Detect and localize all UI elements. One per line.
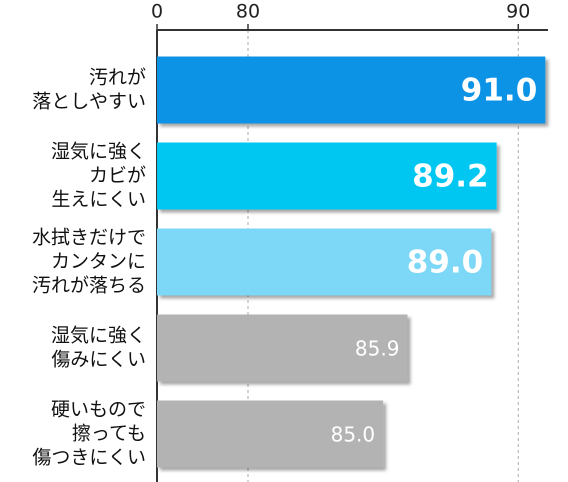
category-label: カンタンに [51,251,146,273]
value-label: 91.0 [461,73,538,109]
bar [157,142,497,210]
category-label: 汚れが落ちる [32,275,146,297]
category-label: 湿気に強く [51,325,146,347]
category-label: 擦っても [72,423,146,445]
bar [157,228,492,296]
bar [157,56,546,124]
x-tick-label: 0 [151,1,163,23]
category-label: 硬いもので [51,399,146,421]
bar [157,400,384,468]
category-label: 湿気に強く [51,141,146,163]
category-label: 生えにくい [51,189,146,211]
bar [157,314,408,382]
category-label: 落としやすい [32,91,146,113]
x-tick-label: 80 [236,1,260,23]
category-label: 傷つきにくい [32,447,146,469]
x-tick-label: 90 [506,1,530,23]
category-label: 水拭きだけで [32,227,146,249]
category-label: カビが [89,165,146,187]
value-label: 89.0 [407,245,484,281]
category-label: 汚れが [89,67,146,89]
value-label: 85.9 [355,337,400,361]
category-label: 傷みにくい [51,349,146,371]
value-label: 89.2 [412,159,489,195]
value-label: 85.0 [331,423,376,447]
